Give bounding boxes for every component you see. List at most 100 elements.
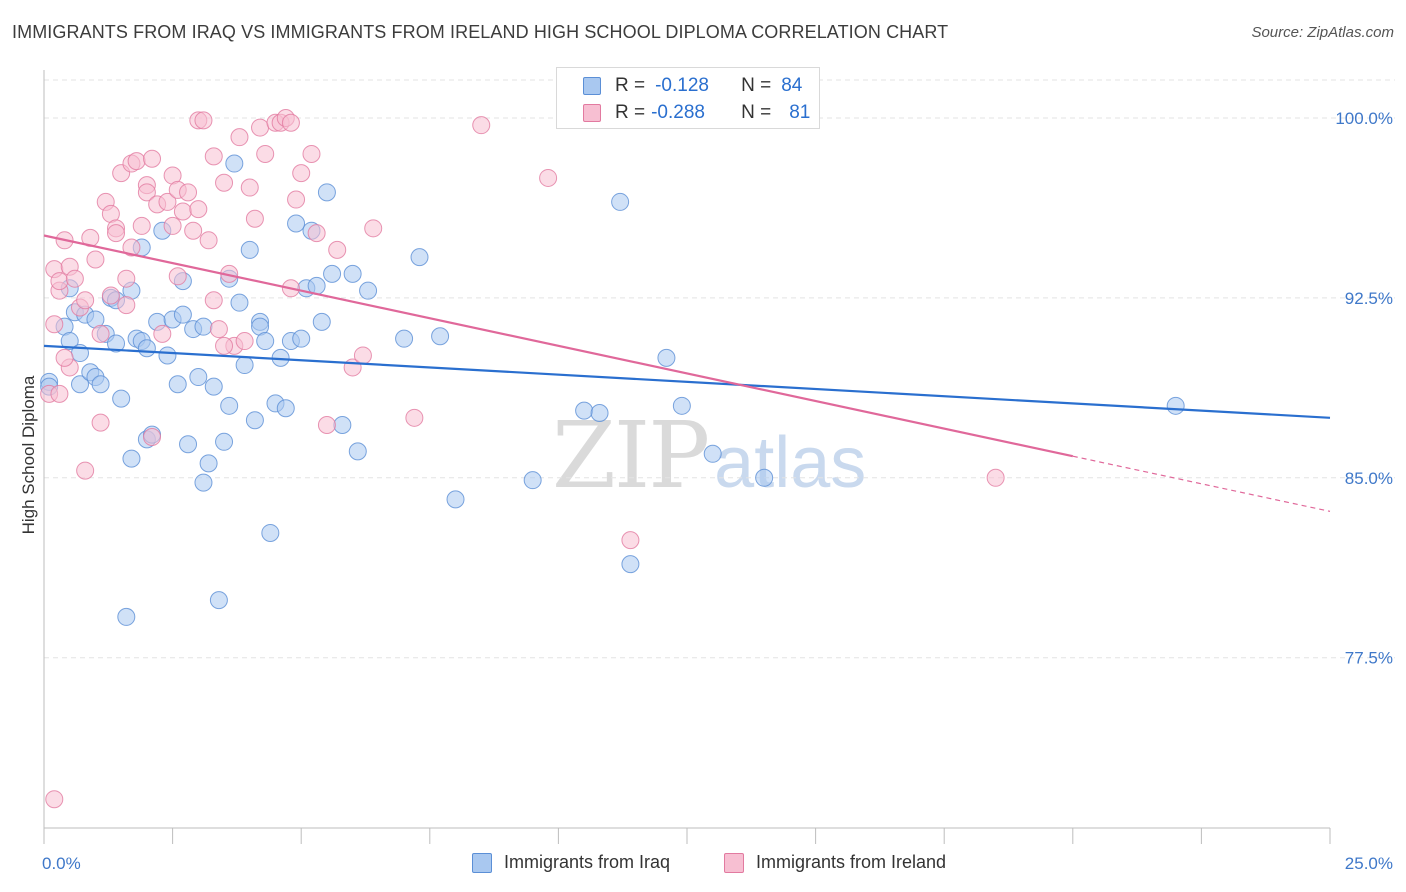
data-point-iraq — [168, 375, 187, 394]
legend-n-value: 81 — [789, 102, 811, 123]
data-point-ireland — [153, 324, 172, 343]
y-tick-label: 100.0% — [1335, 109, 1393, 128]
data-point-iraq — [245, 411, 264, 430]
series-swatch-ireland — [724, 852, 744, 873]
trend-line-ireland — [43, 234, 1074, 458]
data-point-iraq — [189, 368, 208, 387]
data-point-iraq — [348, 442, 367, 461]
trend-line-iraq — [43, 344, 1331, 419]
data-point-ireland — [281, 113, 300, 132]
data-point-iraq — [179, 435, 198, 454]
data-point-iraq — [204, 377, 223, 396]
data-point-iraq — [194, 317, 213, 336]
data-point-ireland — [328, 240, 347, 259]
data-point-iraq — [209, 591, 228, 610]
series-legend-iraq: Immigrants from Iraq — [472, 852, 670, 873]
data-point-ireland — [143, 149, 162, 168]
data-point-ireland — [91, 324, 110, 343]
data-point-ireland — [76, 291, 95, 310]
data-point-ireland — [137, 183, 156, 202]
y-tick-label: 77.5% — [1345, 649, 1393, 668]
data-point-ireland — [472, 116, 491, 135]
data-point-iraq — [117, 607, 136, 626]
data-point-iraq — [672, 396, 691, 415]
data-point-ireland — [55, 348, 74, 367]
data-point-ireland — [86, 250, 105, 269]
data-point-iraq — [323, 264, 342, 283]
legend-n-value: 84 — [781, 75, 803, 96]
data-point-ireland — [50, 272, 69, 291]
data-point-ireland — [143, 428, 162, 447]
data-point-ireland — [91, 413, 110, 432]
data-point-ireland — [194, 111, 213, 130]
data-point-iraq — [431, 327, 450, 346]
data-point-iraq — [621, 555, 640, 574]
data-point-ireland — [204, 147, 223, 166]
data-point-iraq — [220, 396, 239, 415]
x-tick-label: 0.0% — [42, 854, 81, 873]
data-point-iraq — [333, 416, 352, 435]
data-point-iraq — [359, 281, 378, 300]
data-point-ireland — [132, 216, 151, 235]
y-axis-label: High School Diploma — [19, 375, 38, 534]
data-point-ireland — [189, 200, 208, 219]
legend-r-value: -0.288 — [651, 102, 705, 123]
y-tick-label: 85.0% — [1345, 469, 1393, 488]
series-label-iraq: Immigrants from Iraq — [504, 852, 671, 872]
data-point-ireland — [230, 128, 249, 147]
data-point-ireland — [204, 291, 223, 310]
data-point-iraq — [230, 293, 249, 312]
data-point-iraq — [194, 473, 213, 492]
legend-n-label: N = — [741, 102, 772, 123]
chart-title: IMMIGRANTS FROM IRAQ VS IMMIGRANTS FROM … — [12, 22, 949, 42]
series-legend-ireland: Immigrants from Ireland — [724, 852, 946, 873]
x-tick-label: 25.0% — [1345, 854, 1393, 873]
data-point-ireland — [158, 192, 177, 211]
data-point-ireland — [184, 221, 203, 240]
data-point-ireland — [251, 118, 270, 137]
data-point-iraq — [657, 348, 676, 367]
legend-row-ireland: R = -0.288 N = 81 — [583, 101, 810, 125]
data-point-iraq — [703, 444, 722, 463]
legend-r-value: -0.128 — [655, 75, 709, 96]
data-point-iraq — [590, 404, 609, 423]
data-point-ireland — [302, 144, 321, 163]
data-point-iraq — [287, 214, 306, 233]
data-point-iraq — [112, 389, 131, 408]
data-point-ireland — [245, 209, 264, 228]
data-point-iraq — [523, 471, 542, 490]
data-point-ireland — [539, 168, 558, 187]
data-point-iraq — [312, 312, 331, 331]
data-point-iraq — [225, 154, 244, 173]
data-point-iraq — [235, 356, 254, 375]
data-point-ireland — [45, 315, 64, 334]
data-point-iraq — [256, 332, 275, 351]
data-point-iraq — [158, 346, 177, 365]
data-point-ireland — [117, 269, 136, 288]
y-tick-label: 92.5% — [1345, 289, 1393, 308]
data-point-ireland — [50, 384, 69, 403]
data-point-iraq — [755, 468, 774, 487]
data-point-iraq — [446, 490, 465, 509]
data-point-iraq — [410, 248, 429, 267]
series-label-ireland: Immigrants from Ireland — [756, 852, 947, 872]
data-point-ireland — [353, 346, 372, 365]
data-point-ireland — [986, 468, 1005, 487]
series-swatch-iraq — [472, 852, 492, 873]
data-point-iraq — [240, 240, 259, 259]
data-point-iraq — [317, 183, 336, 202]
data-point-ireland — [215, 336, 234, 355]
data-point-ireland — [405, 408, 424, 427]
data-point-ireland — [215, 173, 234, 192]
data-point-iraq — [261, 523, 280, 542]
data-point-iraq — [137, 339, 156, 358]
data-point-iraq — [343, 264, 362, 283]
data-point-ireland — [101, 286, 120, 305]
data-point-iraq — [575, 401, 594, 420]
data-point-iraq — [611, 192, 630, 211]
data-point-ireland — [287, 190, 306, 209]
data-point-iraq — [276, 399, 295, 418]
legend-r-label: R = — [615, 102, 646, 123]
data-point-ireland — [292, 164, 311, 183]
data-point-ireland — [117, 296, 136, 315]
